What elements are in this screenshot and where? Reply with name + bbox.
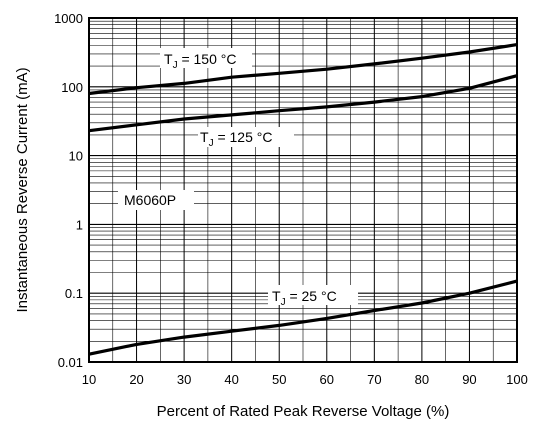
- y-tick-label: 1: [76, 217, 83, 232]
- svg-text:M6060P: M6060P: [124, 192, 176, 208]
- x-tick-label: 70: [367, 372, 381, 387]
- y-tick-label: 0.01: [58, 355, 83, 370]
- y-tick-label: 10: [69, 149, 83, 164]
- x-tick-label: 30: [177, 372, 191, 387]
- x-tick-label: 80: [415, 372, 429, 387]
- x-tick-label: 20: [129, 372, 143, 387]
- x-tick-label: 10: [82, 372, 96, 387]
- label-25c: TJ = 25 °C: [268, 285, 358, 308]
- label-150c: TJ = 150 °C: [160, 48, 252, 71]
- svg-text:TJ = 150 °C: TJ = 150 °C: [164, 51, 236, 71]
- grid-lines: [89, 18, 517, 362]
- y-tick-label: 0.1: [65, 286, 83, 301]
- part-number-label: M6060P: [118, 190, 194, 210]
- curve-labels: TJ = 150 °C TJ = 125 °C TJ = 25 °C M6060…: [118, 48, 358, 308]
- x-tick-label: 40: [224, 372, 238, 387]
- x-tick-label: 100: [506, 372, 528, 387]
- x-tick-label: 90: [462, 372, 476, 387]
- svg-text:TJ = 125 °C: TJ = 125 °C: [200, 129, 272, 149]
- svg-text:TJ = 25 °C: TJ = 25 °C: [272, 288, 337, 308]
- series-line-1: [88, 74, 518, 133]
- label-125c: TJ = 125 °C: [198, 127, 294, 149]
- series-line-0: [88, 43, 518, 96]
- y-tick-label: 100: [61, 80, 83, 95]
- series-line-2: [88, 279, 518, 356]
- plot-frame: [88, 17, 518, 363]
- tick-labels: 10 20 30 40 50 60 70 80 90 100 0.01 0.1 1 10 100 1000: [54, 11, 528, 387]
- x-tick-label: 50: [272, 372, 286, 387]
- x-axis-title: Percent of Rated Peak Reverse Voltage (%…: [157, 403, 450, 420]
- y-axis-title: Instantaneous Reverse Current (mA): [14, 67, 31, 312]
- y-tick-label: 1000: [54, 11, 83, 26]
- x-tick-label: 60: [320, 372, 334, 387]
- curves: [88, 43, 518, 356]
